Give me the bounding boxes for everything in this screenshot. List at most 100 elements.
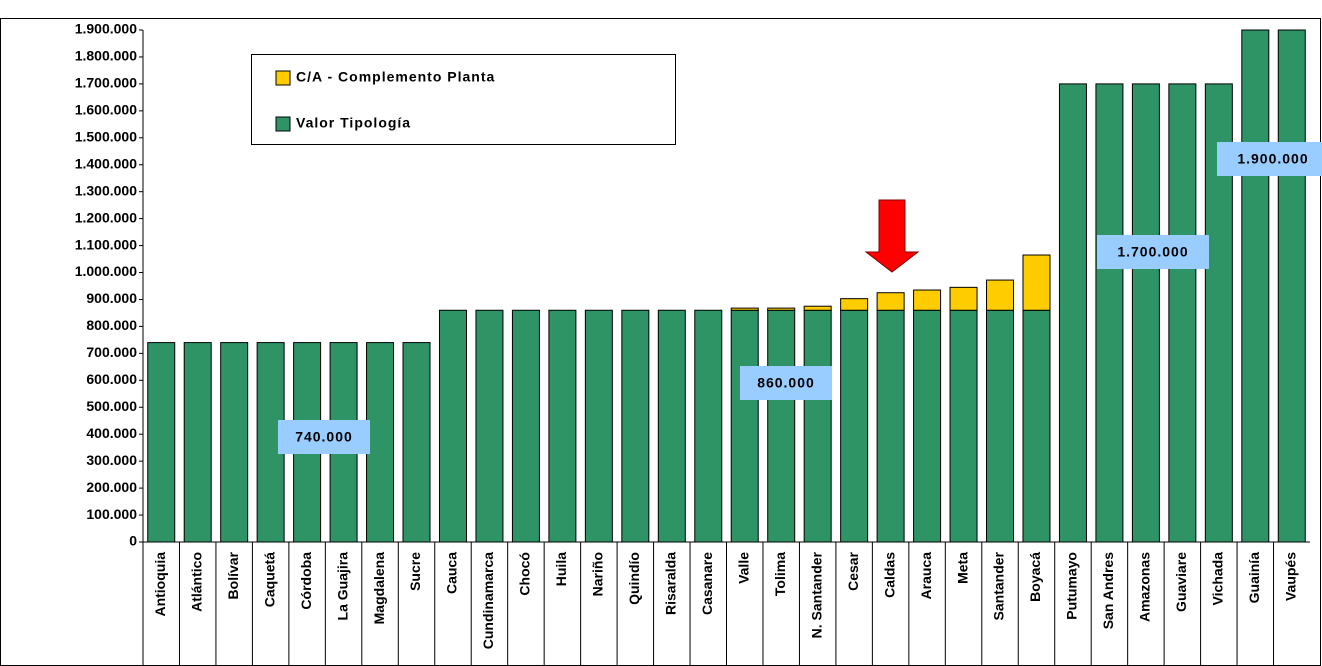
y-tick-label: 0 (129, 533, 137, 549)
legend-swatch (275, 116, 291, 132)
bar-segment (730, 309, 759, 543)
bar-segment (949, 286, 978, 311)
bar-segment (986, 279, 1015, 311)
annotation: 740.000 (295, 429, 353, 445)
bar-segment (220, 342, 249, 543)
x-tick-label: Meta (954, 552, 970, 584)
legend-label: Valor Tipología (296, 115, 411, 131)
bar-segment (657, 309, 686, 543)
x-tick-label: Tolima (772, 552, 788, 596)
x-tick-label: Amazonas (1137, 552, 1153, 622)
y-tick-label: 1.500.000 (75, 128, 137, 144)
annotation: 1.700.000 (1117, 244, 1188, 260)
bar-segment (803, 309, 832, 543)
y-tick-label: 1.100.000 (75, 236, 137, 252)
bar-segment (183, 342, 212, 543)
y-tick-label: 200.000 (86, 479, 137, 495)
x-tick-label: Magdalena (371, 552, 387, 625)
bar-segment (366, 342, 395, 543)
bar-segment (621, 309, 650, 543)
bar-segment (986, 309, 1015, 543)
bar-segment (1022, 254, 1051, 311)
y-tick-label: 500.000 (86, 398, 137, 414)
x-tick-label: Antioquia (152, 552, 168, 617)
x-tick-label: Caquetá (261, 552, 277, 607)
x-tick-label: Bolívar (225, 551, 241, 599)
y-tick-label: 100.000 (86, 506, 137, 522)
bar-segment (767, 309, 796, 543)
x-tick-label: Vichada (1210, 552, 1226, 606)
x-tick-label: San Andres (1100, 552, 1116, 629)
bar-segment (840, 298, 869, 311)
x-tick-label: Nariño (590, 552, 606, 596)
bar-segment (694, 309, 723, 543)
arrow (864, 199, 920, 273)
x-tick-label: Córdoba (298, 552, 314, 610)
bar-segment (913, 289, 942, 311)
x-tick-label: Guaviare (1173, 552, 1189, 612)
x-tick-label: Arauca (918, 552, 934, 600)
bar-segment (913, 309, 942, 543)
annotation-box (278, 420, 370, 454)
bar-segment (803, 305, 832, 311)
y-tick-label: 300.000 (86, 452, 137, 468)
y-tick-label: 1.600.000 (75, 102, 137, 118)
x-tick-label: Risaralda (663, 552, 679, 615)
x-tick-label: Cesar (845, 551, 861, 590)
x-tick-label: Vaupés (1282, 552, 1298, 601)
annotation-box (740, 366, 832, 400)
x-tick-label: Cauca (444, 552, 460, 594)
bar-segment (949, 309, 978, 543)
y-tick-label: 800.000 (86, 317, 137, 333)
bar-segment (1241, 29, 1270, 543)
annotation: 1.900.000 (1237, 151, 1308, 167)
bar-segment (147, 342, 176, 543)
y-tick-label: 400.000 (86, 425, 137, 441)
bar-segment (1277, 29, 1306, 543)
x-tick-label: Santander (991, 551, 1007, 620)
bar-segment (767, 307, 796, 311)
bar-segment (584, 309, 613, 543)
bar-segment (1131, 83, 1160, 543)
bar-segment (402, 342, 431, 543)
bar-segment (548, 309, 577, 543)
y-tick-label: 1.800.000 (75, 48, 137, 64)
legend-swatch (275, 70, 291, 86)
bar-segment (1095, 83, 1124, 543)
x-tick-label: Huila (553, 552, 569, 586)
x-tick-label: N. Santander (808, 551, 824, 638)
annotation-box (1217, 142, 1322, 176)
y-tick-label: 1.000.000 (75, 263, 137, 279)
bar-segment (511, 309, 540, 543)
x-tick-label: Caldas (881, 552, 897, 598)
x-tick-label: Boyacá (1027, 552, 1043, 602)
x-tick-label: Valle (735, 552, 751, 584)
legend-label: C/A - Complemento Planta (296, 69, 495, 85)
bar-segment (475, 309, 504, 543)
bar-segment (1022, 309, 1051, 543)
x-tick-label: Cundinamarca (480, 552, 496, 649)
x-tick-label: La Guajira (334, 552, 350, 621)
bar-segment (730, 307, 759, 311)
y-tick-label: 600.000 (86, 371, 137, 387)
bar-segment (1168, 83, 1197, 543)
y-tick-label: 1.900.000 (75, 21, 137, 37)
annotation-box (1097, 235, 1209, 269)
bar-segment (876, 292, 905, 311)
y-tick-label: 1.200.000 (75, 209, 137, 225)
bar-segment (438, 309, 467, 543)
y-tick-label: 900.000 (86, 290, 137, 306)
x-tick-label: Chocó (517, 552, 533, 596)
y-tick-label: 700.000 (86, 344, 137, 360)
x-tick-label: Casanare (699, 552, 715, 615)
y-tick-label: 1.300.000 (75, 182, 137, 198)
x-tick-label: Guainía (1246, 552, 1262, 604)
x-tick-label: Putumayo (1064, 552, 1080, 620)
x-tick-label: Quindío (626, 552, 642, 605)
x-tick-label: Atlántico (188, 552, 204, 612)
x-tick-label: Sucre (407, 552, 423, 591)
bar-segment (876, 309, 905, 543)
bar-segment (840, 309, 869, 543)
y-tick-label: 1.700.000 (75, 75, 137, 91)
annotation: 860.000 (757, 375, 815, 391)
